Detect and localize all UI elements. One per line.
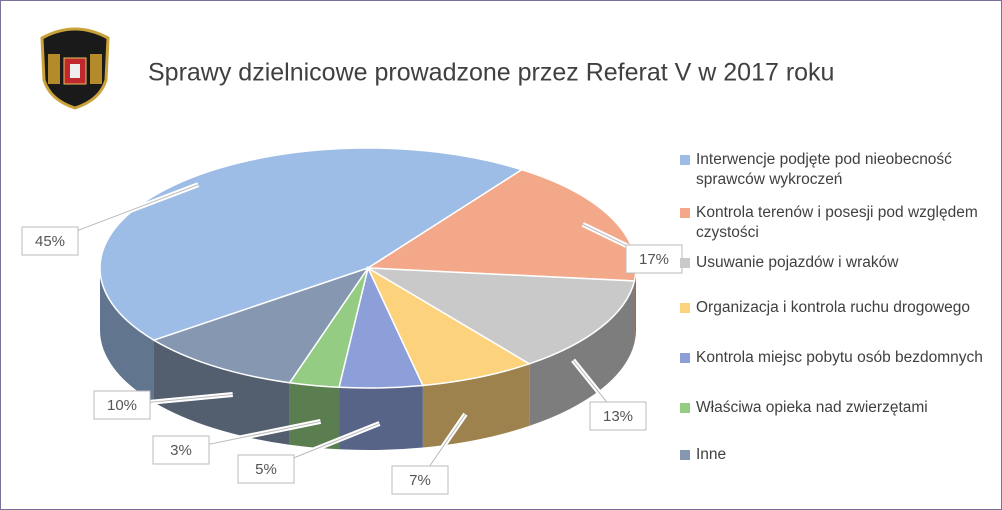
legend-label: Inne <box>696 446 727 463</box>
label-box <box>93 390 151 420</box>
chart-title: Sprawy dzielnicowe prowadzone przez Refe… <box>148 59 834 87</box>
label-box <box>152 435 210 465</box>
legend-swatch <box>680 303 690 313</box>
legend-swatch <box>680 208 690 218</box>
data-label: 3% <box>170 442 192 459</box>
legend-item: Inne <box>680 445 996 465</box>
data-label: 7% <box>409 472 431 489</box>
pie-slice <box>152 266 370 384</box>
pie-slice-side <box>634 268 636 343</box>
legend-swatch <box>680 353 690 363</box>
legend-item: Interwencje podjęte pod nieobecność spra… <box>680 150 996 190</box>
legend-item: Organizacja i kontrola ruchu drogowego <box>680 298 996 318</box>
legend-label: Interwencje podjęte pod nieobecność spra… <box>696 151 952 188</box>
legend-label: Organizacja i kontrola ruchu drogowego <box>696 299 970 316</box>
legend-label: Kontrola terenów i posesji pod względem … <box>696 204 978 241</box>
legend-swatch <box>680 155 690 165</box>
label-box <box>21 226 79 256</box>
legend-swatch <box>680 450 690 460</box>
legend-swatch <box>680 258 690 268</box>
label-box <box>391 465 449 495</box>
logo <box>40 27 110 110</box>
pie-slice-side <box>99 268 154 403</box>
legend-label: Właściwa opieka nad zwierzętami <box>696 399 928 416</box>
pie-slice-side <box>422 363 530 448</box>
pie-slice-side <box>529 280 635 426</box>
legend-label: Kontrola miejsc pobytu osób bezdomnych <box>696 349 983 366</box>
data-label: 17% <box>639 251 669 268</box>
label-box <box>625 244 683 274</box>
pie-slice-side <box>289 382 340 450</box>
data-label: 13% <box>603 408 633 425</box>
pie-slice-side <box>339 385 423 451</box>
data-label: 5% <box>255 461 277 478</box>
pie-slice <box>99 147 524 342</box>
legend-item: Kontrola miejsc pobytu osób bezdomnych <box>680 348 996 368</box>
legend-item: Kontrola terenów i posesji pod względem … <box>680 203 996 243</box>
legend-label: Usuwanie pojazdów i wraków <box>696 254 899 271</box>
pie-slice <box>366 266 532 387</box>
label-box <box>589 401 647 431</box>
legend-swatch <box>680 403 690 413</box>
pie-slice <box>367 267 636 365</box>
legend-item: Właściwa opieka nad zwierzętami <box>680 398 996 418</box>
label-box <box>237 454 295 484</box>
legend-item: Usuwanie pojazdów i wraków <box>680 253 996 273</box>
data-label: 10% <box>107 397 137 414</box>
pie-slice-side <box>153 340 290 445</box>
data-label: 45% <box>35 233 65 250</box>
